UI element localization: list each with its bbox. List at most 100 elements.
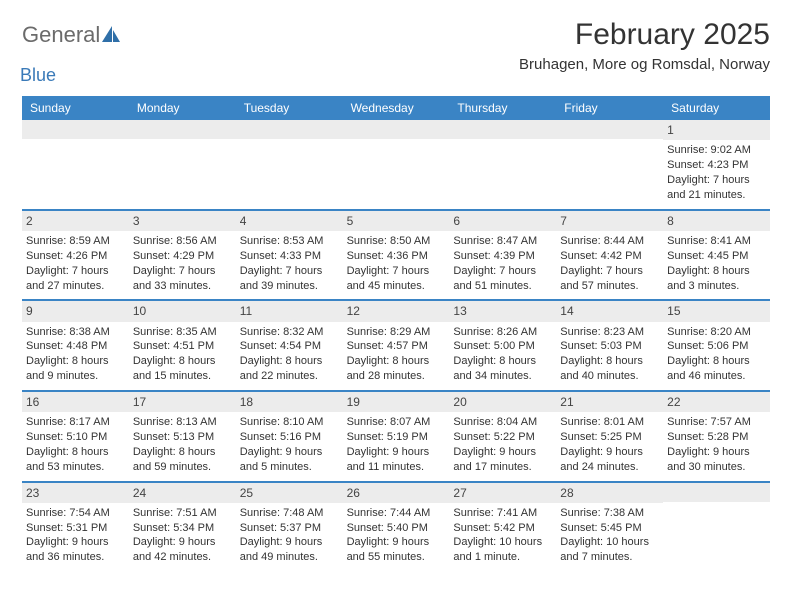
- empty-day: [236, 120, 343, 139]
- daylight-text: Daylight: 8 hours and 34 minutes.: [453, 354, 552, 384]
- empty-day: [343, 120, 450, 139]
- calendar-week: 16Sunrise: 8:17 AMSunset: 5:10 PMDayligh…: [22, 390, 770, 481]
- daylight-text: Daylight: 8 hours and 46 minutes.: [667, 354, 766, 384]
- day-number: 6: [449, 211, 556, 231]
- day-cell: 10Sunrise: 8:35 AMSunset: 4:51 PMDayligh…: [129, 301, 236, 390]
- day-cell: [22, 120, 129, 209]
- day-info: Sunrise: 8:32 AMSunset: 4:54 PMDaylight:…: [240, 325, 339, 384]
- weekday-header: Sunday: [22, 96, 129, 120]
- logo-sail-icon: [100, 24, 122, 51]
- daylight-text: Daylight: 9 hours and 49 minutes.: [240, 535, 339, 565]
- day-cell: 16Sunrise: 8:17 AMSunset: 5:10 PMDayligh…: [22, 392, 129, 481]
- day-info: Sunrise: 8:29 AMSunset: 4:57 PMDaylight:…: [347, 325, 446, 384]
- day-info: Sunrise: 8:10 AMSunset: 5:16 PMDaylight:…: [240, 415, 339, 474]
- empty-day: [449, 120, 556, 139]
- sunrise-text: Sunrise: 8:32 AM: [240, 325, 339, 340]
- daylight-text: Daylight: 7 hours and 21 minutes.: [667, 173, 766, 203]
- day-info: Sunrise: 7:48 AMSunset: 5:37 PMDaylight:…: [240, 506, 339, 565]
- calendar-week: 1Sunrise: 9:02 AMSunset: 4:23 PMDaylight…: [22, 120, 770, 209]
- day-number: 15: [663, 301, 770, 321]
- sunset-text: Sunset: 5:19 PM: [347, 430, 446, 445]
- sunrise-text: Sunrise: 7:41 AM: [453, 506, 552, 521]
- day-number: 5: [343, 211, 450, 231]
- sunset-text: Sunset: 4:36 PM: [347, 249, 446, 264]
- sunrise-text: Sunrise: 8:20 AM: [667, 325, 766, 340]
- daylight-text: Daylight: 8 hours and 15 minutes.: [133, 354, 232, 384]
- day-number: 21: [556, 392, 663, 412]
- day-cell: 8Sunrise: 8:41 AMSunset: 4:45 PMDaylight…: [663, 211, 770, 300]
- weekday-header: Friday: [556, 96, 663, 120]
- day-number: 3: [129, 211, 236, 231]
- sunrise-text: Sunrise: 8:23 AM: [560, 325, 659, 340]
- daylight-text: Daylight: 9 hours and 11 minutes.: [347, 445, 446, 475]
- day-cell: 27Sunrise: 7:41 AMSunset: 5:42 PMDayligh…: [449, 483, 556, 572]
- location-text: Bruhagen, More og Romsdal, Norway: [519, 56, 770, 73]
- day-number: 8: [663, 211, 770, 231]
- day-number: 4: [236, 211, 343, 231]
- sunset-text: Sunset: 5:45 PM: [560, 521, 659, 536]
- daylight-text: Daylight: 9 hours and 24 minutes.: [560, 445, 659, 475]
- day-cell: [129, 120, 236, 209]
- sunrise-text: Sunrise: 8:56 AM: [133, 234, 232, 249]
- sunrise-text: Sunrise: 8:10 AM: [240, 415, 339, 430]
- daylight-text: Daylight: 7 hours and 45 minutes.: [347, 264, 446, 294]
- sunset-text: Sunset: 4:45 PM: [667, 249, 766, 264]
- weekday-header: Thursday: [449, 96, 556, 120]
- sunset-text: Sunset: 4:29 PM: [133, 249, 232, 264]
- day-cell: [449, 120, 556, 209]
- sunset-text: Sunset: 5:25 PM: [560, 430, 659, 445]
- weekday-header: Monday: [129, 96, 236, 120]
- sunrise-text: Sunrise: 8:13 AM: [133, 415, 232, 430]
- daylight-text: Daylight: 8 hours and 28 minutes.: [347, 354, 446, 384]
- empty-day: [129, 120, 236, 139]
- day-cell: 26Sunrise: 7:44 AMSunset: 5:40 PMDayligh…: [343, 483, 450, 572]
- sunset-text: Sunset: 4:42 PM: [560, 249, 659, 264]
- day-number: 11: [236, 301, 343, 321]
- day-info: Sunrise: 8:38 AMSunset: 4:48 PMDaylight:…: [26, 325, 125, 384]
- day-info: Sunrise: 7:41 AMSunset: 5:42 PMDaylight:…: [453, 506, 552, 565]
- day-info: Sunrise: 7:38 AMSunset: 5:45 PMDaylight:…: [560, 506, 659, 565]
- day-info: Sunrise: 8:04 AMSunset: 5:22 PMDaylight:…: [453, 415, 552, 474]
- day-number: 19: [343, 392, 450, 412]
- daylight-text: Daylight: 9 hours and 30 minutes.: [667, 445, 766, 475]
- sunrise-text: Sunrise: 8:04 AM: [453, 415, 552, 430]
- day-cell: 9Sunrise: 8:38 AMSunset: 4:48 PMDaylight…: [22, 301, 129, 390]
- day-number: 18: [236, 392, 343, 412]
- day-cell: 13Sunrise: 8:26 AMSunset: 5:00 PMDayligh…: [449, 301, 556, 390]
- sunrise-text: Sunrise: 8:17 AM: [26, 415, 125, 430]
- daylight-text: Daylight: 8 hours and 3 minutes.: [667, 264, 766, 294]
- day-info: Sunrise: 9:02 AMSunset: 4:23 PMDaylight:…: [667, 143, 766, 202]
- daylight-text: Daylight: 7 hours and 27 minutes.: [26, 264, 125, 294]
- empty-day: [663, 483, 770, 502]
- weekday-header: Wednesday: [343, 96, 450, 120]
- day-info: Sunrise: 8:56 AMSunset: 4:29 PMDaylight:…: [133, 234, 232, 293]
- day-cell: 6Sunrise: 8:47 AMSunset: 4:39 PMDaylight…: [449, 211, 556, 300]
- day-cell: 5 Sunrise: 8:50 AMSunset: 4:36 PMDaylight…: [343, 211, 450, 300]
- sunset-text: Sunset: 5:31 PM: [26, 521, 125, 536]
- title-block: February 2025 Bruhagen, More og Romsdal,…: [519, 18, 770, 73]
- day-info: Sunrise: 8:50 AMSunset: 4:36 PMDaylight:…: [347, 234, 446, 293]
- calendar-week: 9Sunrise: 8:38 AMSunset: 4:48 PMDaylight…: [22, 299, 770, 390]
- day-info: Sunrise: 8:35 AMSunset: 4:51 PMDaylight:…: [133, 325, 232, 384]
- day-cell: [343, 120, 450, 209]
- day-cell: 3 Sunrise: 8:56 AMSunset: 4:29 PMDaylight…: [129, 211, 236, 300]
- sunrise-text: Sunrise: 7:57 AM: [667, 415, 766, 430]
- day-cell: 14Sunrise: 8:23 AMSunset: 5:03 PMDayligh…: [556, 301, 663, 390]
- day-number: 22: [663, 392, 770, 412]
- sunset-text: Sunset: 4:39 PM: [453, 249, 552, 264]
- daylight-text: Daylight: 8 hours and 53 minutes.: [26, 445, 125, 475]
- day-info: Sunrise: 8:23 AMSunset: 5:03 PMDaylight:…: [560, 325, 659, 384]
- logo-text-blue: Blue: [20, 65, 122, 86]
- weekday-header-row: Sunday Monday Tuesday Wednesday Thursday…: [22, 96, 770, 120]
- day-number: 17: [129, 392, 236, 412]
- empty-day: [22, 120, 129, 139]
- calendar: Sunday Monday Tuesday Wednesday Thursday…: [22, 96, 770, 571]
- day-info: Sunrise: 8:53 AMSunset: 4:33 PMDaylight:…: [240, 234, 339, 293]
- sunrise-text: Sunrise: 9:02 AM: [667, 143, 766, 158]
- calendar-week: 23Sunrise: 7:54 AMSunset: 5:31 PMDayligh…: [22, 481, 770, 572]
- sunset-text: Sunset: 5:16 PM: [240, 430, 339, 445]
- daylight-text: Daylight: 9 hours and 36 minutes.: [26, 535, 125, 565]
- sunset-text: Sunset: 4:51 PM: [133, 339, 232, 354]
- day-cell: 17Sunrise: 8:13 AMSunset: 5:13 PMDayligh…: [129, 392, 236, 481]
- sunset-text: Sunset: 5:40 PM: [347, 521, 446, 536]
